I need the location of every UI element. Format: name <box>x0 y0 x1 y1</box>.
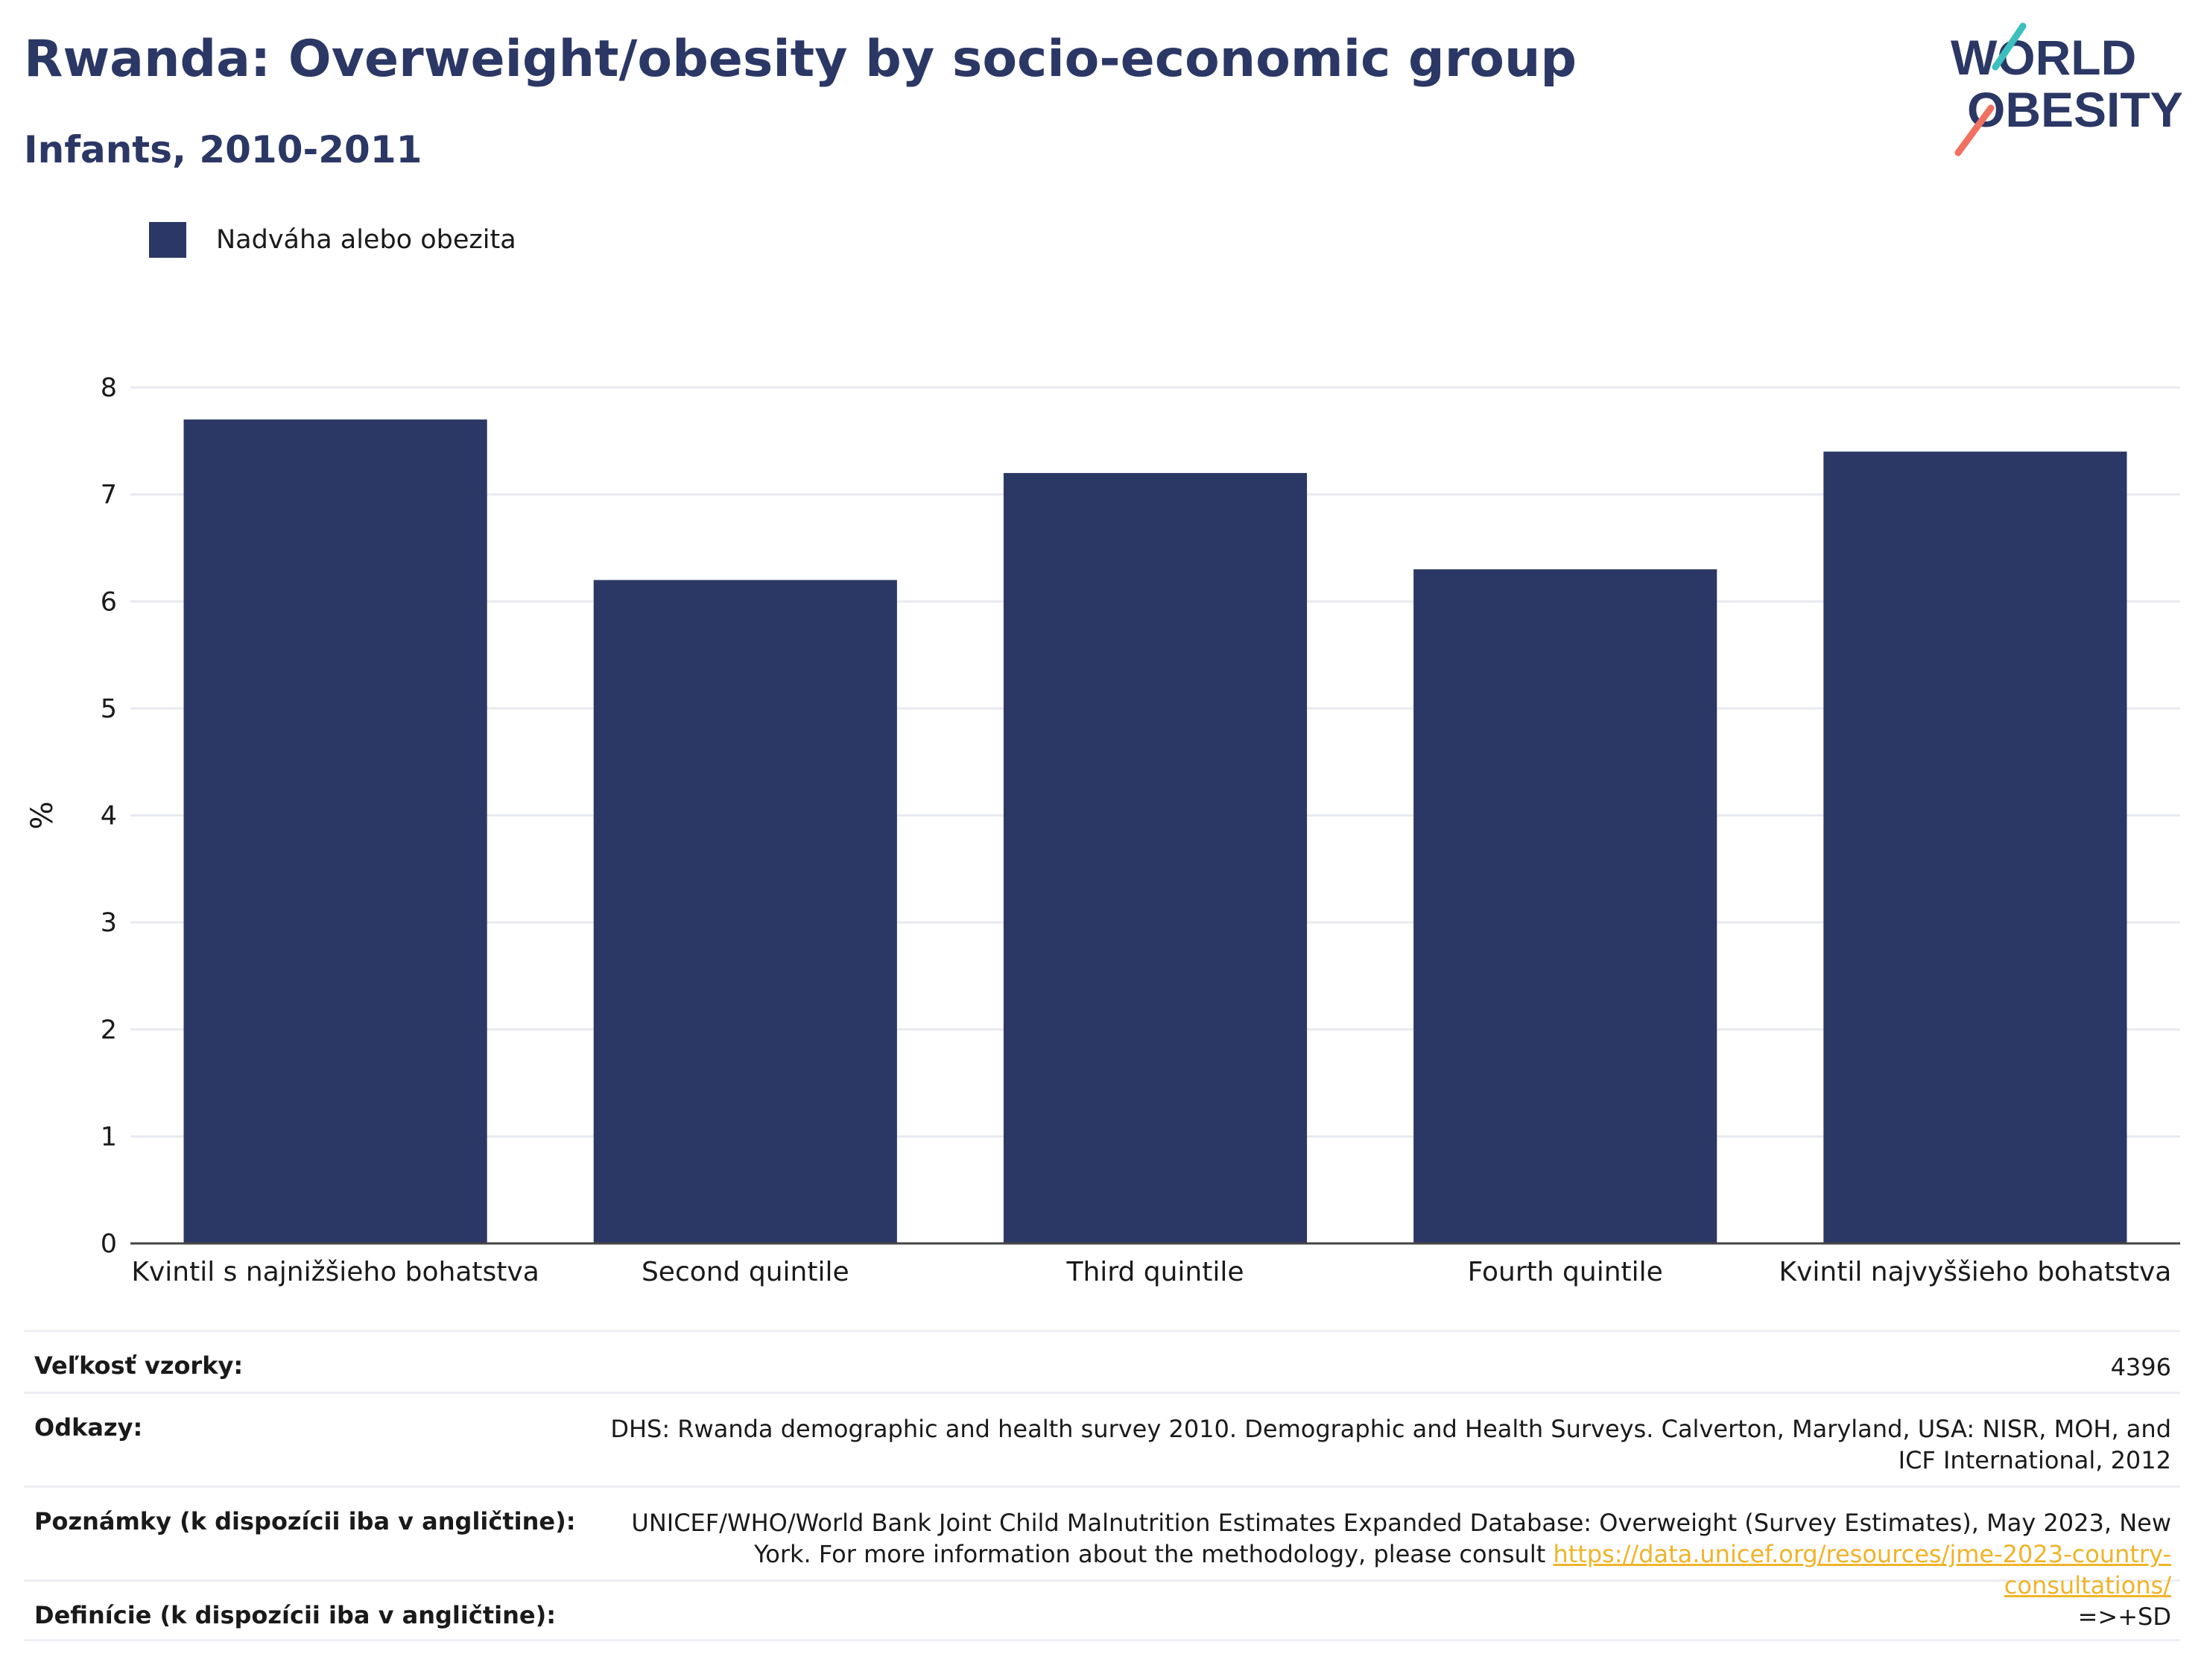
legend-label: Nadváha alebo obezita <box>216 225 516 255</box>
logo-line1: WORLD <box>1951 30 2136 85</box>
y-tick-label: 3 <box>101 908 117 938</box>
bar <box>183 419 487 1243</box>
info-row-definitions: Definície (k dispozícii iba v angličtine… <box>24 1579 2180 1641</box>
y-tick-label: 2 <box>101 1015 117 1045</box>
notes-label: Poznámky (k dispozícii iba v angličtine)… <box>34 1507 576 1535</box>
x-tick-label: Fourth quintile <box>1468 1257 1663 1287</box>
y-tick-label: 1 <box>101 1122 117 1152</box>
world-obesity-logo: WORLD OBESITY <box>1951 22 2183 156</box>
info-row-notes: Poznámky (k dispozícii iba v angličtine)… <box>24 1486 2180 1600</box>
y-tick-label: 8 <box>101 373 117 403</box>
sample-size-label: Veľkosť vzorky: <box>34 1351 244 1380</box>
notes-text: UNICEF/WHO/World Bank Joint Child Malnut… <box>631 1509 2171 1568</box>
bar-chart: 0 1 2 3 4 5 6 7 8% Kvintil s najnižšieho bohatstv… <box>25 373 2180 1287</box>
bar <box>1003 472 1308 1243</box>
x-tick-label: Third quintile <box>1065 1257 1244 1287</box>
legend[interactable]: Nadváha alebo obezita <box>149 222 516 258</box>
info-row-sample-size: Veľkosť vzorky: 4396 <box>24 1330 2180 1392</box>
bar <box>1823 451 2127 1243</box>
bar <box>593 580 897 1243</box>
chart-title: Rwanda: Overweight/obesity by socio-econ… <box>24 30 1577 89</box>
references-value: DHS: Rwanda demographic and health surve… <box>610 1415 2171 1474</box>
bar <box>1413 569 1717 1243</box>
y-tick-label: 7 <box>101 481 117 510</box>
sample-size-value: 4396 <box>2110 1353 2171 1381</box>
references-label: Odkazy: <box>34 1413 143 1442</box>
logo-line2: OBESITY <box>1967 82 2183 137</box>
info-row-references: Odkazy: DHS: Rwanda demographic and heal… <box>24 1392 2180 1486</box>
definitions-label: Definície (k dispozícii iba v angličtine… <box>34 1601 556 1629</box>
chart-subtitle: Infants, 2010-2011 <box>24 128 422 171</box>
logo-slash-lower <box>1954 104 1995 156</box>
y-tick-label: 0 <box>101 1229 117 1259</box>
x-tick-label: Kvintil s najnižšieho bohatstva <box>131 1257 539 1287</box>
definitions-value: =>+SD <box>2077 1603 2171 1631</box>
legend-swatch <box>149 222 186 258</box>
info-table: Veľkosť vzorky: 4396 Odkazy: DHS: Rwanda… <box>24 1330 2180 1641</box>
y-tick-label: 6 <box>101 587 117 617</box>
notes-value: UNICEF/WHO/World Bank Joint Child Malnut… <box>592 1507 2171 1600</box>
y-tick-label: 5 <box>101 694 117 724</box>
x-tick-label: Second quintile <box>642 1257 849 1287</box>
y-axis-label: % <box>25 801 60 829</box>
notes-link[interactable]: https://data.unicef.org/resources/jme-20… <box>1553 1540 2171 1600</box>
x-tick-label: Kvintil najvyššieho bohatstva <box>1779 1257 2171 1287</box>
y-tick-label: 4 <box>101 802 117 831</box>
logo-slash-upper <box>1992 22 2027 71</box>
